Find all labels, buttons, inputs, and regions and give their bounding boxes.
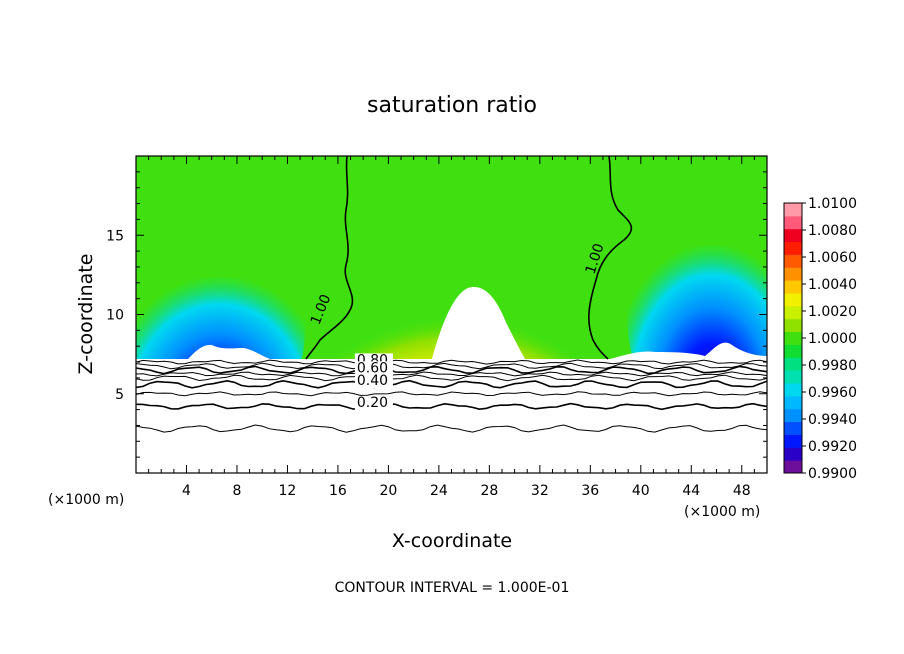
colorbar-label: 0.9980: [808, 358, 857, 374]
x-tick-label: 20: [379, 483, 397, 499]
warm-updraft-region: [281, 175, 631, 359]
colorbar-label: 0.9940: [808, 412, 857, 428]
contour-line-6.75: [136, 362, 767, 370]
x-unit-label-left: (×1000 m): [48, 492, 124, 508]
colorbar-swatch: [784, 241, 802, 255]
colorbar-swatch: [784, 215, 802, 230]
colorbar-swatch: [784, 383, 802, 397]
colorbar-swatch: [784, 203, 802, 217]
colorbar-label: 1.0020: [808, 304, 857, 320]
x-axis: 4 8 12 16 20 24 28 32 36 40 44 48: [148, 156, 755, 499]
colorbar-swatch: [784, 344, 802, 358]
left-undulation: [136, 344, 270, 359]
x-unit-label-right: (×1000 m): [684, 504, 760, 520]
contour-line-6.5: [136, 365, 767, 375]
x-tick-label: 48: [733, 483, 751, 499]
right-undulation: [610, 342, 767, 359]
x-tick-label: 28: [480, 483, 498, 499]
contour-label: 0.20: [354, 395, 393, 411]
x-tick-label: 12: [279, 483, 297, 499]
colorbar-label: 1.0100: [808, 196, 857, 212]
contour-label-bg: [354, 396, 393, 411]
contour-line-4.2: [136, 402, 767, 411]
contour-label-text: 0.20: [357, 395, 388, 411]
x-tick-label: 36: [581, 483, 599, 499]
cool-region-right: [627, 195, 767, 359]
y-tick-label: 10: [106, 308, 124, 324]
colorbar-swatch: [784, 357, 802, 371]
contour-line-5.6: [136, 379, 767, 389]
colorbar-swatch: [784, 254, 802, 268]
contour-line-6.25: [136, 371, 767, 377]
contour-1.00-right: [588, 155, 633, 360]
y-axis: 5 10 15: [106, 171, 767, 458]
colorbar-swatch: [784, 318, 802, 333]
contour-label-text: 0.60: [357, 360, 388, 376]
contour-label-bg: [354, 361, 393, 376]
colorbar-swatch: [784, 370, 802, 384]
x-tick-label: 44: [682, 483, 700, 499]
contour-lines: [136, 359, 767, 433]
y-axis-label: Z-coordinate: [75, 254, 97, 375]
x-tick-label: 16: [329, 483, 347, 499]
y-tick-label: 15: [106, 228, 124, 244]
colorbar-swatch: [784, 447, 802, 461]
colorbar-label: 1.0060: [808, 250, 857, 266]
contour-line-7: [136, 359, 767, 365]
contour-line-2.8: [136, 424, 767, 433]
contour-interval-footer: CONTOUR INTERVAL = 1.000E-01: [335, 580, 570, 596]
colorbar-label: 0.9920: [808, 439, 857, 455]
colorbar-label: 1.0080: [808, 223, 857, 239]
saturated-core: [432, 287, 525, 359]
colorbar-swatch: [784, 293, 802, 307]
colorbar-swatch: [784, 408, 802, 423]
colorbar-swatch: [784, 267, 802, 281]
colorbar-swatch: [784, 305, 802, 320]
plot-area: 1.001.000.800.600.400.20: [135, 155, 768, 474]
colorbar-label: 0.9960: [808, 385, 857, 401]
saturation-field: [136, 156, 767, 359]
x-tick-label: 8: [232, 483, 241, 499]
x-tick-label: 32: [531, 483, 549, 499]
x-tick-label: 40: [632, 483, 650, 499]
colorbar-swatch: [784, 331, 802, 345]
colorbar-swatch: [784, 434, 802, 448]
contour-line-5: [136, 391, 767, 397]
colorbar-swatch: [784, 460, 802, 474]
contour-label: 0.40: [354, 373, 393, 389]
colorbar: 1.0100 1.0080 1.0060 1.0040 1.0020 1.0000 0.99…: [783, 196, 857, 482]
cool-region-left: [136, 220, 305, 359]
colorbar-label: 1.0040: [808, 277, 857, 293]
colorbar-swatch: [784, 421, 802, 435]
x-axis-label: X-coordinate: [392, 530, 512, 552]
contour-label: 0.60: [354, 360, 393, 376]
colorbar-label: 1.0000: [808, 331, 857, 347]
contour-label-text: 0.40: [357, 373, 388, 389]
colorbar-label: 0.9900: [808, 466, 857, 482]
colorbar-swatch: [784, 395, 802, 410]
chart-title: saturation ratio: [367, 93, 537, 118]
colorbar-swatch: [784, 228, 802, 243]
contour-labels: 1.001.000.800.600.400.20: [308, 242, 608, 412]
x-tick-label: 4: [182, 483, 191, 499]
contour-line-6: [136, 374, 767, 382]
contour-1.00-left: [305, 155, 354, 360]
colorbar-swatch: [784, 280, 802, 294]
x-tick-label: 24: [430, 483, 448, 499]
contour-label-bg: [354, 374, 393, 388]
y-tick-label: 5: [115, 387, 124, 403]
